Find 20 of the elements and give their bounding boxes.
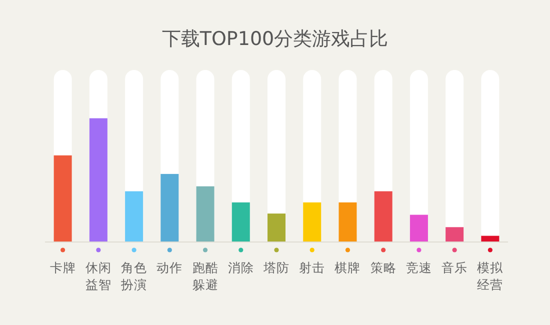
bar (446, 227, 464, 242)
bar (268, 214, 286, 242)
bar (232, 202, 250, 242)
x-tick-label: 跑酷躲避 (192, 260, 218, 292)
chart-title: 下载TOP100分类游戏占比 (162, 28, 388, 50)
bar (410, 214, 428, 242)
x-tick-label: 休闲益智 (85, 260, 112, 292)
x-tick-label: 竞速 (406, 260, 432, 275)
x-tick-label: 模拟经营 (477, 260, 504, 292)
bar (338, 202, 357, 242)
bar (303, 202, 322, 242)
x-tick-label: 卡牌 (50, 260, 76, 275)
x-tick-label: 塔防 (262, 260, 290, 275)
x-tick-label: 棋牌 (334, 260, 361, 275)
x-tick-label: 角色扮演 (120, 260, 148, 292)
x-tick-label: 射击 (299, 260, 326, 275)
x-tick-label: 音乐 (442, 260, 468, 275)
x-tick-label: 动作 (156, 260, 183, 275)
x-tick-label: 策略 (370, 260, 396, 275)
x-tick-label: 消除 (228, 260, 254, 275)
